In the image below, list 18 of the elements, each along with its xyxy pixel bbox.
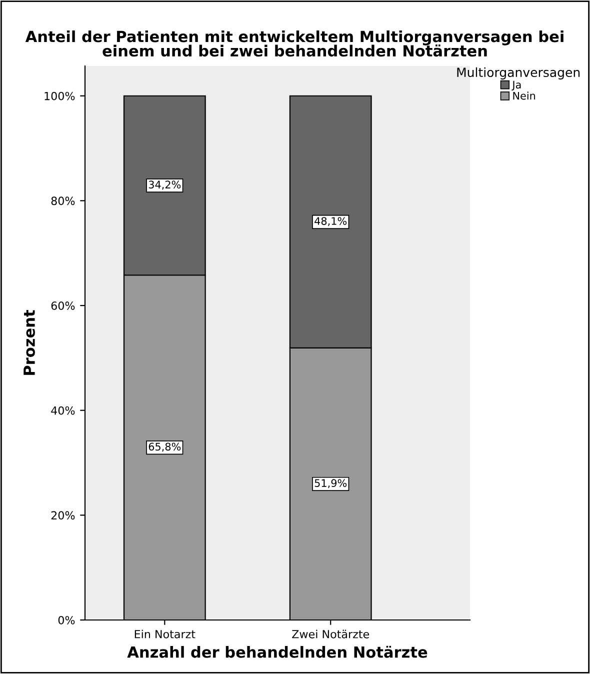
data-label: 34,2% bbox=[148, 180, 181, 190]
data-label: 48,1% bbox=[314, 217, 347, 226]
x-tick-label: Ein Notarzt bbox=[134, 630, 196, 638]
legend-title: Multiorganversagen bbox=[457, 67, 580, 80]
y-tick-label: 60% bbox=[51, 302, 75, 310]
y-tick-label: 40% bbox=[51, 406, 75, 415]
y-tick-label: 20% bbox=[51, 511, 75, 520]
y-tick-label: 100% bbox=[44, 92, 75, 100]
y-tick-label: 80% bbox=[51, 196, 75, 206]
x-tick-label: Zwei Notärzte bbox=[292, 630, 370, 638]
legend-label: Nein bbox=[513, 92, 536, 100]
y-tick-label: 0% bbox=[58, 616, 75, 624]
y-axis-title: Prozent bbox=[24, 310, 35, 375]
chart-title: Anteil der Patienten mit entwickeltem Multiorganversagen bei einem und bei zwei behandelnden Notärzten bbox=[25, 30, 564, 57]
legend-label: Ja bbox=[512, 80, 521, 91]
data-label: 51,9% bbox=[314, 479, 347, 488]
x-axis-title: Anzahl der behandelnden Notärzte bbox=[127, 646, 428, 658]
data-label: 65,8% bbox=[148, 442, 181, 452]
